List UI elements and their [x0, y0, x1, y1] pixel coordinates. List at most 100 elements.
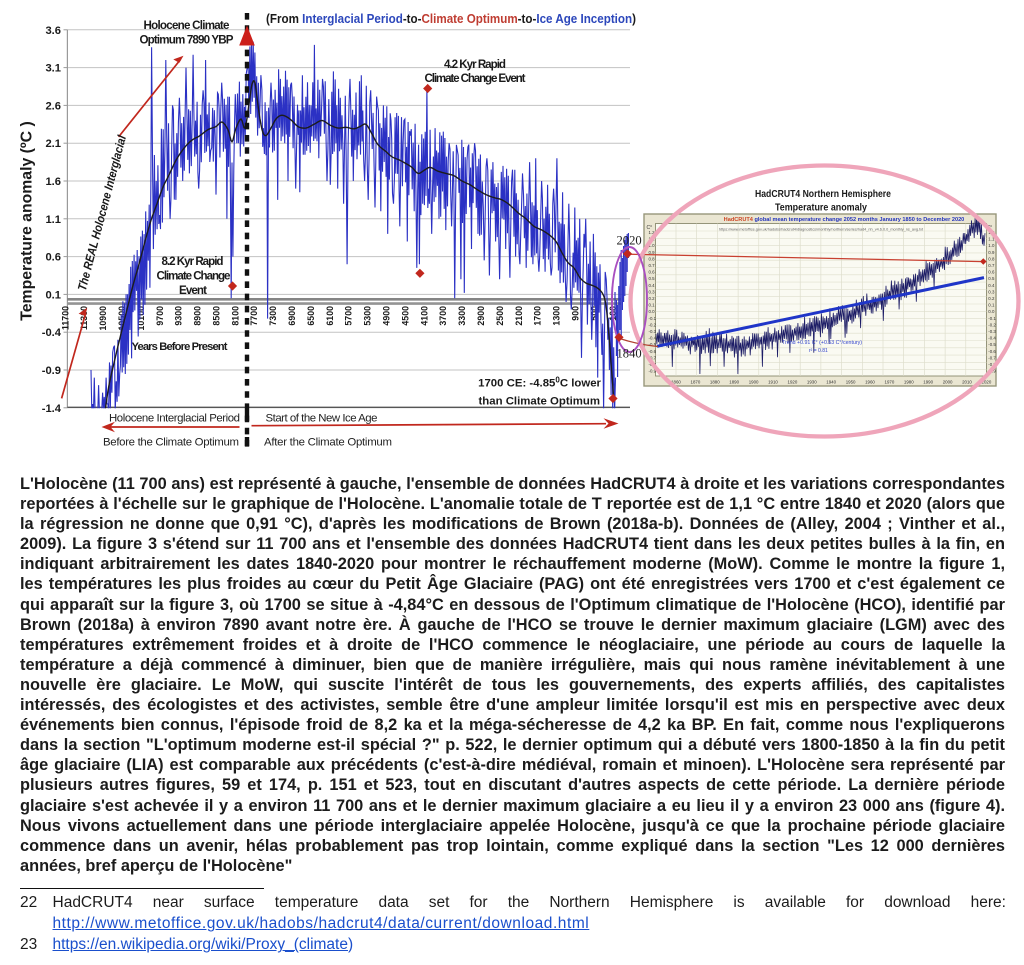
svg-text:6500: 6500	[306, 306, 316, 326]
svg-text:1980: 1980	[904, 380, 914, 385]
svg-text:https://www.metoffice.gov.uk/h: https://www.metoffice.gov.uk/hadobs/hadc…	[719, 228, 924, 232]
svg-text:8500: 8500	[212, 306, 222, 326]
svg-text:-0.3: -0.3	[988, 329, 996, 334]
svg-text:11700: 11700	[60, 306, 70, 330]
svg-text:0.0: 0.0	[988, 309, 995, 314]
svg-text:Event: Event	[179, 284, 207, 297]
svg-text:1870: 1870	[691, 380, 701, 385]
svg-text:0.5: 0.5	[649, 276, 656, 281]
svg-text:-0.9: -0.9	[649, 369, 657, 374]
svg-text:0.1: 0.1	[649, 303, 656, 308]
svg-text:1930: 1930	[807, 380, 817, 385]
svg-text:Climate Change Event: Climate Change Event	[425, 72, 526, 85]
svg-text:1700: 1700	[533, 306, 543, 326]
svg-text:4.2 Kyr Rapid: 4.2 Kyr Rapid	[444, 58, 506, 71]
svg-text:-0.4: -0.4	[649, 336, 657, 341]
svg-text:-0.6: -0.6	[649, 349, 657, 354]
svg-text:1.2: 1.2	[649, 230, 656, 235]
svg-text:2100: 2100	[514, 306, 524, 326]
svg-text:8900: 8900	[193, 306, 203, 326]
svg-text:Climate Change: Climate Change	[157, 270, 232, 283]
svg-text:0.4: 0.4	[649, 283, 656, 288]
svg-text:1.1: 1.1	[988, 237, 995, 242]
svg-text:Trend +0.91 C° (+0.53 C°/centu: Trend +0.91 C° (+0.53 C°/century)	[782, 340, 862, 346]
svg-text:2020: 2020	[982, 380, 992, 385]
svg-text:2900: 2900	[476, 306, 486, 326]
svg-text:0.1: 0.1	[988, 303, 995, 308]
svg-text:6100: 6100	[325, 306, 335, 326]
svg-text:0.0: 0.0	[649, 309, 656, 314]
svg-text:-0.2: -0.2	[988, 322, 996, 327]
svg-text:0.8: 0.8	[649, 256, 656, 261]
svg-text:than Climate Optimum: than Climate Optimum	[478, 396, 600, 408]
svg-text:1950: 1950	[846, 380, 856, 385]
svg-text:1860: 1860	[671, 380, 681, 385]
svg-text:7700: 7700	[249, 306, 259, 326]
svg-text:0.6: 0.6	[45, 252, 61, 264]
svg-text:1940: 1940	[826, 380, 836, 385]
svg-text:5700: 5700	[344, 306, 354, 326]
svg-text:0.7: 0.7	[988, 263, 995, 268]
svg-text:Optimum 7890 YBP: Optimum 7890 YBP	[140, 34, 234, 47]
svg-text:0.6: 0.6	[988, 270, 995, 275]
svg-text:Before the Climate Optimum: Before the Climate Optimum	[103, 437, 239, 449]
svg-text:3700: 3700	[438, 306, 448, 326]
svg-text:0.9: 0.9	[649, 250, 656, 255]
svg-text:900: 900	[570, 306, 580, 321]
svg-text:8100: 8100	[230, 306, 240, 326]
svg-text:Start of the New Ice Age: Start of the New Ice Age	[266, 413, 378, 425]
svg-text:3.1: 3.1	[45, 63, 61, 75]
svg-text:0.3: 0.3	[649, 289, 656, 294]
svg-text:1.0: 1.0	[649, 243, 656, 248]
svg-text:0.2: 0.2	[988, 296, 995, 301]
svg-text:HadCRUT4 Northern Hemisphere: HadCRUT4 Northern Hemisphere	[755, 189, 891, 200]
svg-text:-0.9: -0.9	[42, 365, 61, 377]
svg-text:-0.1: -0.1	[649, 316, 657, 321]
svg-text:1960: 1960	[865, 380, 875, 385]
svg-text:Temperature anomaly: Temperature anomaly	[775, 203, 867, 214]
svg-text:0.3: 0.3	[988, 289, 995, 294]
svg-text:2.6: 2.6	[45, 100, 61, 112]
svg-text:Holocene Interglacial Period: Holocene Interglacial Period	[109, 413, 240, 425]
svg-text:3300: 3300	[457, 306, 467, 326]
svg-text:0.4: 0.4	[988, 283, 995, 288]
svg-text:500: 500	[589, 306, 599, 321]
svg-text:1.6: 1.6	[45, 176, 61, 188]
svg-text:-0.2: -0.2	[649, 322, 657, 327]
svg-text:-0.7: -0.7	[649, 355, 657, 360]
svg-text:2020: 2020	[617, 234, 642, 248]
svg-text:1840: 1840	[617, 347, 642, 361]
svg-text:5300: 5300	[363, 306, 373, 326]
svg-text:-0.5: -0.5	[988, 342, 996, 347]
svg-text:1970: 1970	[885, 380, 895, 385]
svg-text:HadCRUT4 global mean temperatu: HadCRUT4 global mean temperature change …	[724, 217, 965, 223]
svg-text:1.0: 1.0	[988, 243, 995, 248]
svg-text:0.8: 0.8	[988, 256, 995, 261]
svg-text:9300: 9300	[174, 306, 184, 326]
svg-text:After the Climate Optimum: After the Climate Optimum	[264, 437, 392, 449]
svg-text:0.9: 0.9	[988, 250, 995, 255]
svg-text:Years Before Present: Years Before Present	[132, 341, 228, 353]
svg-text:1.1: 1.1	[45, 214, 61, 226]
svg-text:0.1: 0.1	[45, 289, 61, 301]
svg-text:1920: 1920	[788, 380, 798, 385]
svg-text:2000: 2000	[943, 380, 953, 385]
svg-text:-1.4: -1.4	[42, 403, 62, 415]
svg-text:C°: C°	[647, 225, 653, 231]
svg-text:0.6: 0.6	[649, 270, 656, 275]
svg-text:2500: 2500	[495, 306, 505, 326]
svg-text:1900: 1900	[749, 380, 759, 385]
svg-text:1990: 1990	[923, 380, 933, 385]
svg-text:-0.6: -0.6	[988, 349, 996, 354]
svg-text:-0.5: -0.5	[649, 342, 657, 347]
svg-text:10100: 10100	[136, 306, 146, 331]
svg-text:0.7: 0.7	[649, 263, 656, 268]
svg-text:8.2 Kyr Rapid: 8.2 Kyr Rapid	[162, 255, 224, 268]
svg-text:0.5: 0.5	[988, 276, 995, 281]
svg-text:0.2: 0.2	[649, 296, 656, 301]
svg-text:-0.4: -0.4	[42, 327, 62, 339]
svg-text:2.1: 2.1	[45, 138, 61, 150]
svg-text:Holocene Climate: Holocene Climate	[144, 19, 231, 32]
svg-text:1890: 1890	[729, 380, 739, 385]
svg-text:r² = 0.81: r² = 0.81	[809, 348, 828, 354]
